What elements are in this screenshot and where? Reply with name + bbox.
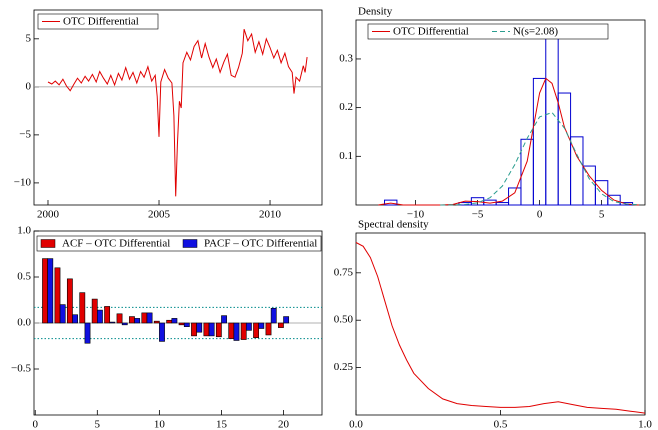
plot-frame — [355, 232, 646, 416]
histogram-bar — [545, 24, 559, 206]
y-tick-label: 0.25 — [334, 361, 354, 373]
histogram-bar — [607, 194, 621, 206]
bar — [91, 298, 98, 324]
plot-frame — [355, 19, 646, 206]
x-tick-label: 5 — [599, 209, 605, 221]
bar — [42, 258, 48, 324]
bar — [233, 322, 240, 341]
x-tick-label: 1.0 — [638, 419, 652, 430]
x-tick-label: 20 — [278, 419, 290, 430]
x-tick-label: 2000 — [37, 209, 60, 221]
histogram-bar — [532, 77, 547, 206]
series-line — [355, 242, 646, 414]
x-tick-label: −10 — [407, 209, 425, 221]
series-line — [378, 77, 639, 206]
bar — [84, 322, 91, 344]
legend-swatch — [40, 239, 56, 248]
y-tick-label: 0.50 — [334, 314, 354, 326]
x-tick-label: 0.5 — [494, 419, 508, 430]
y-tick-label: 0.5 — [17, 271, 31, 283]
bar — [270, 307, 277, 324]
bar — [59, 304, 66, 324]
x-tick-label: 0 — [32, 419, 38, 430]
bar — [191, 322, 197, 337]
bar — [104, 306, 111, 324]
y-tick-label: 0.2 — [339, 101, 353, 113]
bar — [278, 322, 284, 328]
legend-box — [367, 23, 609, 40]
legend-box — [36, 235, 322, 252]
bar — [196, 322, 203, 333]
bar — [183, 322, 190, 327]
legend-label: OTC Differential — [393, 26, 469, 38]
x-tick-label: 0 — [537, 209, 543, 221]
y-tick-label: 0.3 — [339, 52, 353, 64]
bar — [208, 322, 215, 337]
bar — [116, 313, 123, 324]
legend-box — [37, 13, 159, 30]
histogram-bar — [508, 187, 522, 206]
legend-label: PACF – OTC Differential — [204, 238, 317, 250]
bar — [221, 315, 227, 324]
bar — [47, 258, 54, 324]
bar — [141, 312, 148, 324]
bar — [66, 278, 73, 324]
panel-label: Spectral density — [358, 219, 429, 231]
bar — [203, 322, 210, 337]
bar — [258, 322, 265, 329]
x-tick-label: 0.0 — [349, 419, 363, 430]
bar — [240, 322, 247, 340]
bar — [121, 322, 128, 326]
bar — [253, 322, 259, 339]
series-line — [47, 29, 308, 197]
y-tick-label: 5 — [26, 32, 32, 44]
bar — [72, 314, 78, 324]
bar — [153, 320, 160, 324]
panel-label: Density — [358, 6, 393, 18]
bar — [171, 318, 178, 324]
y-tick-label: −10 — [14, 176, 32, 188]
x-tick-label: 15 — [216, 419, 228, 430]
histogram-bar — [594, 180, 609, 206]
bar — [245, 322, 252, 331]
y-tick-label: 0.1 — [339, 150, 353, 162]
x-tick-label: 10 — [154, 419, 166, 430]
series-line — [440, 111, 639, 206]
bar — [166, 319, 173, 324]
legend-swatch — [182, 239, 198, 248]
x-tick-label: 2010 — [259, 209, 282, 221]
bar — [228, 322, 235, 339]
bar — [265, 322, 272, 336]
bar — [129, 316, 135, 324]
x-tick-label: 5 — [95, 419, 101, 430]
y-tick-label: 1.0 — [17, 225, 31, 237]
y-tick-label: 0.0 — [17, 317, 31, 329]
x-tick-label: 2005 — [148, 209, 171, 221]
bar — [215, 322, 222, 338]
histogram-bar — [384, 199, 398, 206]
bar — [109, 321, 116, 324]
bar — [178, 322, 185, 326]
histogram-bar — [495, 202, 510, 206]
bar — [159, 322, 165, 342]
bar — [54, 267, 61, 324]
bar — [134, 318, 141, 324]
legend-label: N(s=2.08) — [513, 26, 558, 38]
y-tick-label: −5 — [19, 128, 31, 140]
y-tick-label: 0 — [26, 80, 32, 92]
bar — [146, 312, 153, 324]
histogram-bar — [619, 202, 634, 206]
y-tick-label: −0.5 — [11, 363, 31, 375]
bar — [283, 316, 290, 324]
histogram-bar — [582, 165, 596, 206]
x-tick-label: −5 — [472, 209, 484, 221]
legend-label: OTC Differential — [63, 16, 139, 28]
plot-frame — [33, 9, 323, 206]
y-tick-label: 0.75 — [334, 266, 354, 278]
bar — [79, 292, 86, 324]
bar — [97, 309, 103, 324]
legend-label: ACF – OTC Differential — [62, 238, 170, 250]
